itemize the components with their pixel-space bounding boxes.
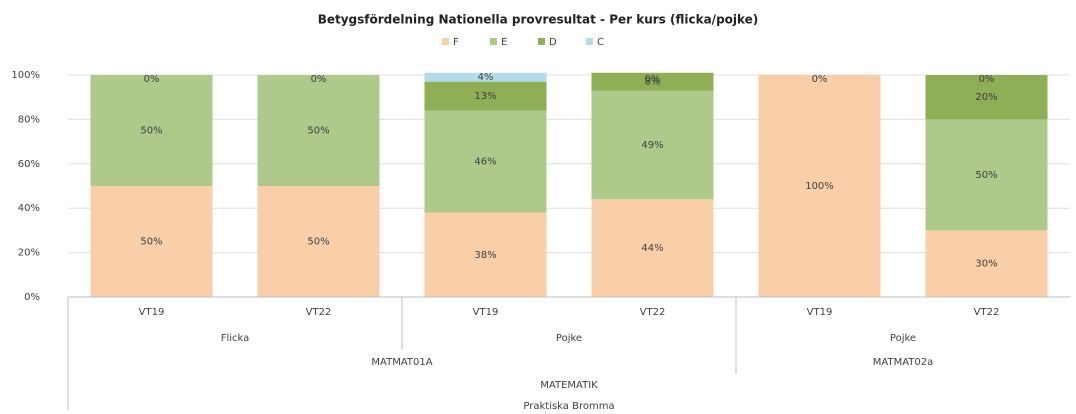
y-tick-label: 80% bbox=[18, 114, 40, 125]
bar-segment bbox=[90, 75, 213, 186]
legend-label: C bbox=[597, 37, 604, 48]
data-label: 38% bbox=[474, 250, 496, 261]
data-label: 13% bbox=[474, 91, 496, 102]
bar-segment bbox=[424, 81, 547, 111]
x-tick-label: VT19 bbox=[473, 307, 499, 318]
x-tick-label: VT22 bbox=[974, 307, 1000, 318]
legend-label: D bbox=[549, 37, 557, 48]
bar-segment bbox=[257, 186, 380, 297]
data-label: 100% bbox=[805, 181, 834, 192]
data-label: 4% bbox=[478, 72, 494, 83]
bar-segment bbox=[591, 199, 714, 297]
bar-segment bbox=[925, 75, 1048, 120]
x-tick-label: VT22 bbox=[640, 307, 666, 318]
data-label: 0% bbox=[144, 74, 160, 85]
data-label: 50% bbox=[307, 237, 329, 248]
group-label: Flicka bbox=[221, 333, 250, 344]
legend-swatch bbox=[490, 38, 497, 45]
group-label: MATMAT02a bbox=[873, 357, 933, 368]
data-label: 50% bbox=[140, 126, 162, 137]
group-label: Pojke bbox=[890, 333, 916, 344]
bar-segment bbox=[424, 110, 547, 213]
y-tick-label: 60% bbox=[18, 159, 40, 170]
data-label: 20% bbox=[975, 92, 997, 103]
data-label: 44% bbox=[641, 243, 663, 254]
x-tick-label: VT19 bbox=[139, 307, 165, 318]
bar-segment bbox=[758, 75, 881, 297]
data-label: 50% bbox=[975, 170, 997, 181]
group-label: MATMAT01A bbox=[371, 357, 432, 368]
group-label: MATEMATIK bbox=[540, 380, 598, 391]
bar-segment bbox=[90, 186, 213, 297]
data-label: 0% bbox=[979, 74, 995, 85]
data-label: 46% bbox=[474, 157, 496, 168]
bar-segment bbox=[424, 212, 547, 297]
data-label: 50% bbox=[140, 237, 162, 248]
bar-segment bbox=[925, 230, 1048, 297]
bar-segment bbox=[591, 90, 714, 200]
legend-swatch bbox=[442, 38, 449, 45]
data-label: 30% bbox=[975, 259, 997, 270]
x-tick-label: VT19 bbox=[807, 307, 833, 318]
data-label: 8% bbox=[645, 77, 661, 88]
chart-title: Betygsfördelning Nationella provresultat… bbox=[318, 13, 759, 27]
data-label: 50% bbox=[307, 126, 329, 137]
legend-label: E bbox=[501, 37, 507, 48]
y-tick-label: 20% bbox=[18, 248, 40, 259]
legend-swatch bbox=[586, 38, 593, 45]
group-label: Pojke bbox=[556, 333, 582, 344]
y-tick-label: 100% bbox=[11, 70, 40, 81]
legend-label: F bbox=[453, 37, 459, 48]
y-tick-label: 0% bbox=[24, 292, 40, 303]
bar-segment bbox=[925, 119, 1048, 231]
x-tick-label: VT22 bbox=[306, 307, 332, 318]
y-tick-label: 40% bbox=[18, 203, 40, 214]
legend-swatch bbox=[538, 38, 545, 45]
group-label: Praktiska Bromma bbox=[523, 401, 614, 410]
data-label: 0% bbox=[311, 74, 327, 85]
data-label: 0% bbox=[812, 74, 828, 85]
data-label: 49% bbox=[641, 140, 663, 151]
bar-segment bbox=[424, 72, 547, 82]
bar-segment bbox=[591, 72, 714, 91]
bar-segment bbox=[257, 75, 380, 186]
data-label: 0% bbox=[645, 74, 661, 85]
